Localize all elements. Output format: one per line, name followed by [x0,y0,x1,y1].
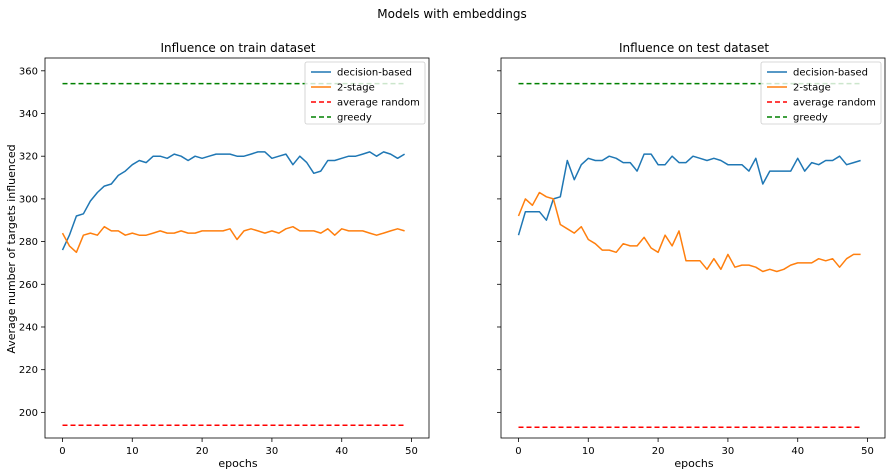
y-tick-label-train-7: 340 [19,109,38,120]
y-tick-label-train-6: 320 [19,152,38,163]
x-tick-label-test-2: 20 [652,446,665,457]
panel-title-train: Influence on train dataset [161,41,316,55]
legend-box-test [760,61,882,125]
legend-label-train-0: decision-based [337,68,412,79]
panel-title-test: Influence on test dataset [619,41,769,55]
x-tick-label-train-2: 20 [196,446,209,457]
chart-panel-test: Influence on test dataset epochs 0 10 20 30… [497,41,886,470]
x-tick-label-test-5: 50 [861,446,874,457]
legend-label-test-2: average random [793,98,876,109]
plot-frame-test [500,57,886,439]
legend-test: decision-based 2-stage average random greed… [760,61,882,125]
y-tick-label-train-0: 200 [19,408,38,419]
y-tick-label-train-8: 360 [19,66,38,77]
y-tick-label-train-4: 280 [19,237,38,248]
x-axis-label-test: epochs [674,457,713,470]
series-line-train-0 [61,151,405,251]
x-axis-label-train: epochs [218,457,257,470]
legend-label-train-3: greedy [337,113,372,124]
legend-box-train [304,61,426,125]
series-line-test-1 [517,191,861,273]
plot-frame-train [44,57,430,439]
y-tick-label-train-3: 260 [19,280,38,291]
legend-label-test-0: decision-based [793,68,868,79]
series-line-test-0 [517,153,861,236]
y-tick-label-train-1: 220 [19,365,38,376]
x-tick-label-test-1: 10 [582,446,595,457]
series-line-train-1 [61,225,405,254]
y-tick-label-train-5: 300 [19,194,38,205]
legend-label-test-1: 2-stage [793,83,831,94]
legend-train: decision-based 2-stage average random greed… [304,61,426,125]
x-tick-label-train-5: 50 [405,446,418,457]
legend-label-train-1: 2-stage [337,83,375,94]
y-tick-label-train-2: 240 [19,322,38,333]
legend-label-test-3: greedy [793,113,828,124]
figure-suptitle: Models with embeddings [377,7,526,21]
x-tick-label-test-0: 0 [515,446,521,457]
x-tick-label-train-1: 10 [126,446,139,457]
chart-panel-train: Influence on train dataset epochs 0 10 20 3… [19,41,430,470]
y-axis-label: Average number of targets influenced [5,144,18,353]
legend-label-train-2: average random [337,98,420,109]
x-tick-label-train-0: 0 [59,446,65,457]
x-tick-label-train-3: 30 [266,446,279,457]
x-tick-label-train-4: 40 [335,446,348,457]
x-tick-label-test-4: 40 [791,446,804,457]
x-tick-label-test-3: 30 [722,446,735,457]
